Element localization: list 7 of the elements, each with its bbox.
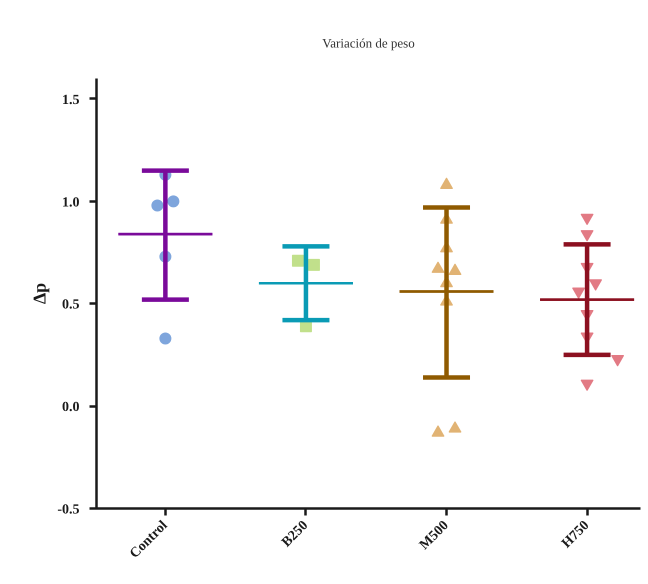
y-tick-label: 0.5 xyxy=(62,298,80,313)
chart-title: Variación de peso xyxy=(322,36,415,50)
y-tick-label: 1.5 xyxy=(62,92,80,108)
y-axis-title: Δp xyxy=(29,282,50,304)
y-tick-label: -0.5 xyxy=(57,502,80,518)
y-tick-label: 1.0 xyxy=(62,195,80,210)
y-tick-label: 0.0 xyxy=(62,400,80,416)
